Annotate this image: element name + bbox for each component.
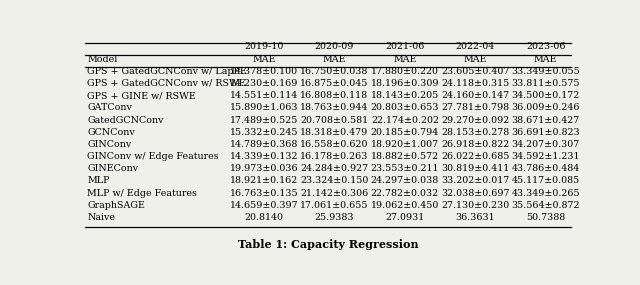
Text: 2022-04: 2022-04 bbox=[456, 42, 495, 51]
Text: 43.349±0.265: 43.349±0.265 bbox=[511, 189, 580, 198]
Text: 14.659±0.397: 14.659±0.397 bbox=[230, 201, 298, 210]
Text: 14.339±0.132: 14.339±0.132 bbox=[230, 152, 298, 161]
Text: GATConv: GATConv bbox=[88, 103, 132, 112]
Text: MAE: MAE bbox=[252, 54, 276, 64]
Text: 38.671±0.427: 38.671±0.427 bbox=[511, 115, 580, 125]
Text: 24.284±0.927: 24.284±0.927 bbox=[300, 164, 369, 173]
Text: 20.8140: 20.8140 bbox=[244, 213, 284, 222]
Text: 36.3631: 36.3631 bbox=[456, 213, 495, 222]
Text: MAE: MAE bbox=[463, 54, 487, 64]
Text: GINEConv: GINEConv bbox=[88, 164, 139, 173]
Text: 22.174±0.202: 22.174±0.202 bbox=[371, 115, 439, 125]
Text: GPS + GINE w/ RSWE: GPS + GINE w/ RSWE bbox=[88, 91, 196, 100]
Text: 23.605±0.407: 23.605±0.407 bbox=[441, 67, 509, 76]
Text: 33.202±0.017: 33.202±0.017 bbox=[441, 176, 509, 186]
Text: 27.130±0.230: 27.130±0.230 bbox=[441, 201, 509, 210]
Text: 14.378±0.100: 14.378±0.100 bbox=[230, 67, 298, 76]
Text: 29.270±0.092: 29.270±0.092 bbox=[441, 115, 509, 125]
Text: 18.763±0.944: 18.763±0.944 bbox=[300, 103, 369, 112]
Text: 16.808±0.118: 16.808±0.118 bbox=[300, 91, 369, 100]
Text: 28.153±0.278: 28.153±0.278 bbox=[441, 128, 509, 137]
Text: 34.207±0.307: 34.207±0.307 bbox=[511, 140, 580, 149]
Text: 24.297±0.038: 24.297±0.038 bbox=[371, 176, 439, 186]
Text: 30.819±0.411: 30.819±0.411 bbox=[441, 164, 509, 173]
Text: 17.061±0.655: 17.061±0.655 bbox=[300, 201, 369, 210]
Text: 16.763±0.135: 16.763±0.135 bbox=[230, 189, 298, 198]
Text: 18.882±0.572: 18.882±0.572 bbox=[371, 152, 439, 161]
Text: 34.500±0.172: 34.500±0.172 bbox=[511, 91, 580, 100]
Text: 25.9383: 25.9383 bbox=[315, 213, 354, 222]
Text: 17.489±0.525: 17.489±0.525 bbox=[230, 115, 298, 125]
Text: 18.318±0.479: 18.318±0.479 bbox=[300, 128, 369, 137]
Text: 20.185±0.794: 20.185±0.794 bbox=[371, 128, 439, 137]
Text: 24.118±0.315: 24.118±0.315 bbox=[441, 79, 509, 88]
Text: 27.0931: 27.0931 bbox=[385, 213, 424, 222]
Text: 23.324±0.150: 23.324±0.150 bbox=[300, 176, 369, 186]
Text: 33.349±0.055: 33.349±0.055 bbox=[511, 67, 580, 76]
Text: 50.7388: 50.7388 bbox=[526, 213, 565, 222]
Text: 16.178±0.263: 16.178±0.263 bbox=[300, 152, 369, 161]
Text: 32.038±0.697: 32.038±0.697 bbox=[441, 189, 509, 198]
Text: 14.230±0.169: 14.230±0.169 bbox=[230, 79, 298, 88]
Text: 24.160±0.147: 24.160±0.147 bbox=[441, 91, 509, 100]
Text: Naive: Naive bbox=[88, 213, 115, 222]
Text: Table 1: Capacity Regression: Table 1: Capacity Regression bbox=[237, 239, 419, 250]
Text: 43.786±0.484: 43.786±0.484 bbox=[511, 164, 580, 173]
Text: MAE: MAE bbox=[323, 54, 346, 64]
Text: 19.062±0.450: 19.062±0.450 bbox=[371, 201, 439, 210]
Text: GPS + GatedGCNConv w/ RSWE: GPS + GatedGCNConv w/ RSWE bbox=[88, 79, 246, 88]
Text: 27.781±0.798: 27.781±0.798 bbox=[441, 103, 509, 112]
Text: 22.782±0.032: 22.782±0.032 bbox=[371, 189, 439, 198]
Text: GINConv: GINConv bbox=[88, 140, 132, 149]
Text: Model: Model bbox=[88, 54, 118, 64]
Text: 18.196±0.309: 18.196±0.309 bbox=[371, 79, 439, 88]
Text: 26.022±0.685: 26.022±0.685 bbox=[441, 152, 509, 161]
Text: GraphSAGE: GraphSAGE bbox=[88, 201, 145, 210]
Text: 36.009±0.246: 36.009±0.246 bbox=[511, 103, 580, 112]
Text: GatedGCNConv: GatedGCNConv bbox=[88, 115, 164, 125]
Text: 19.973±0.036: 19.973±0.036 bbox=[230, 164, 298, 173]
Text: 34.592±1.231: 34.592±1.231 bbox=[511, 152, 580, 161]
Text: 36.691±0.823: 36.691±0.823 bbox=[511, 128, 580, 137]
Text: 2020-09: 2020-09 bbox=[315, 42, 354, 51]
Text: GINConv w/ Edge Features: GINConv w/ Edge Features bbox=[88, 152, 219, 161]
Text: 2023-06: 2023-06 bbox=[526, 42, 566, 51]
Text: 21.142±0.306: 21.142±0.306 bbox=[300, 189, 369, 198]
Text: 15.332±0.245: 15.332±0.245 bbox=[230, 128, 298, 137]
Text: 26.918±0.822: 26.918±0.822 bbox=[441, 140, 509, 149]
Text: MAE: MAE bbox=[534, 54, 557, 64]
Text: 14.789±0.368: 14.789±0.368 bbox=[230, 140, 298, 149]
Text: 35.564±0.872: 35.564±0.872 bbox=[511, 201, 580, 210]
Text: 18.920±1.007: 18.920±1.007 bbox=[371, 140, 439, 149]
Text: 16.750±0.038: 16.750±0.038 bbox=[300, 67, 369, 76]
Text: 16.558±0.620: 16.558±0.620 bbox=[300, 140, 369, 149]
Text: 20.708±0.581: 20.708±0.581 bbox=[300, 115, 369, 125]
Text: 20.803±0.653: 20.803±0.653 bbox=[371, 103, 439, 112]
Text: 15.890±1.063: 15.890±1.063 bbox=[230, 103, 298, 112]
Text: 18.921±0.162: 18.921±0.162 bbox=[230, 176, 298, 186]
Text: GCNConv: GCNConv bbox=[88, 128, 135, 137]
Text: 14.551±0.114: 14.551±0.114 bbox=[230, 91, 298, 100]
Text: 17.880±0.220: 17.880±0.220 bbox=[371, 67, 439, 76]
Text: MLP: MLP bbox=[88, 176, 110, 186]
Text: 33.811±0.575: 33.811±0.575 bbox=[511, 79, 580, 88]
Text: MLP w/ Edge Features: MLP w/ Edge Features bbox=[88, 189, 197, 198]
Text: 2019-10: 2019-10 bbox=[244, 42, 284, 51]
Text: 23.553±0.211: 23.553±0.211 bbox=[371, 164, 439, 173]
Text: GPS + GatedGCNConv w/ LapPE: GPS + GatedGCNConv w/ LapPE bbox=[88, 67, 247, 76]
Text: 45.117±0.085: 45.117±0.085 bbox=[511, 176, 580, 186]
Text: MAE: MAE bbox=[393, 54, 417, 64]
Text: 18.143±0.205: 18.143±0.205 bbox=[371, 91, 439, 100]
Text: 2021-06: 2021-06 bbox=[385, 42, 424, 51]
Text: 16.875±0.045: 16.875±0.045 bbox=[300, 79, 369, 88]
